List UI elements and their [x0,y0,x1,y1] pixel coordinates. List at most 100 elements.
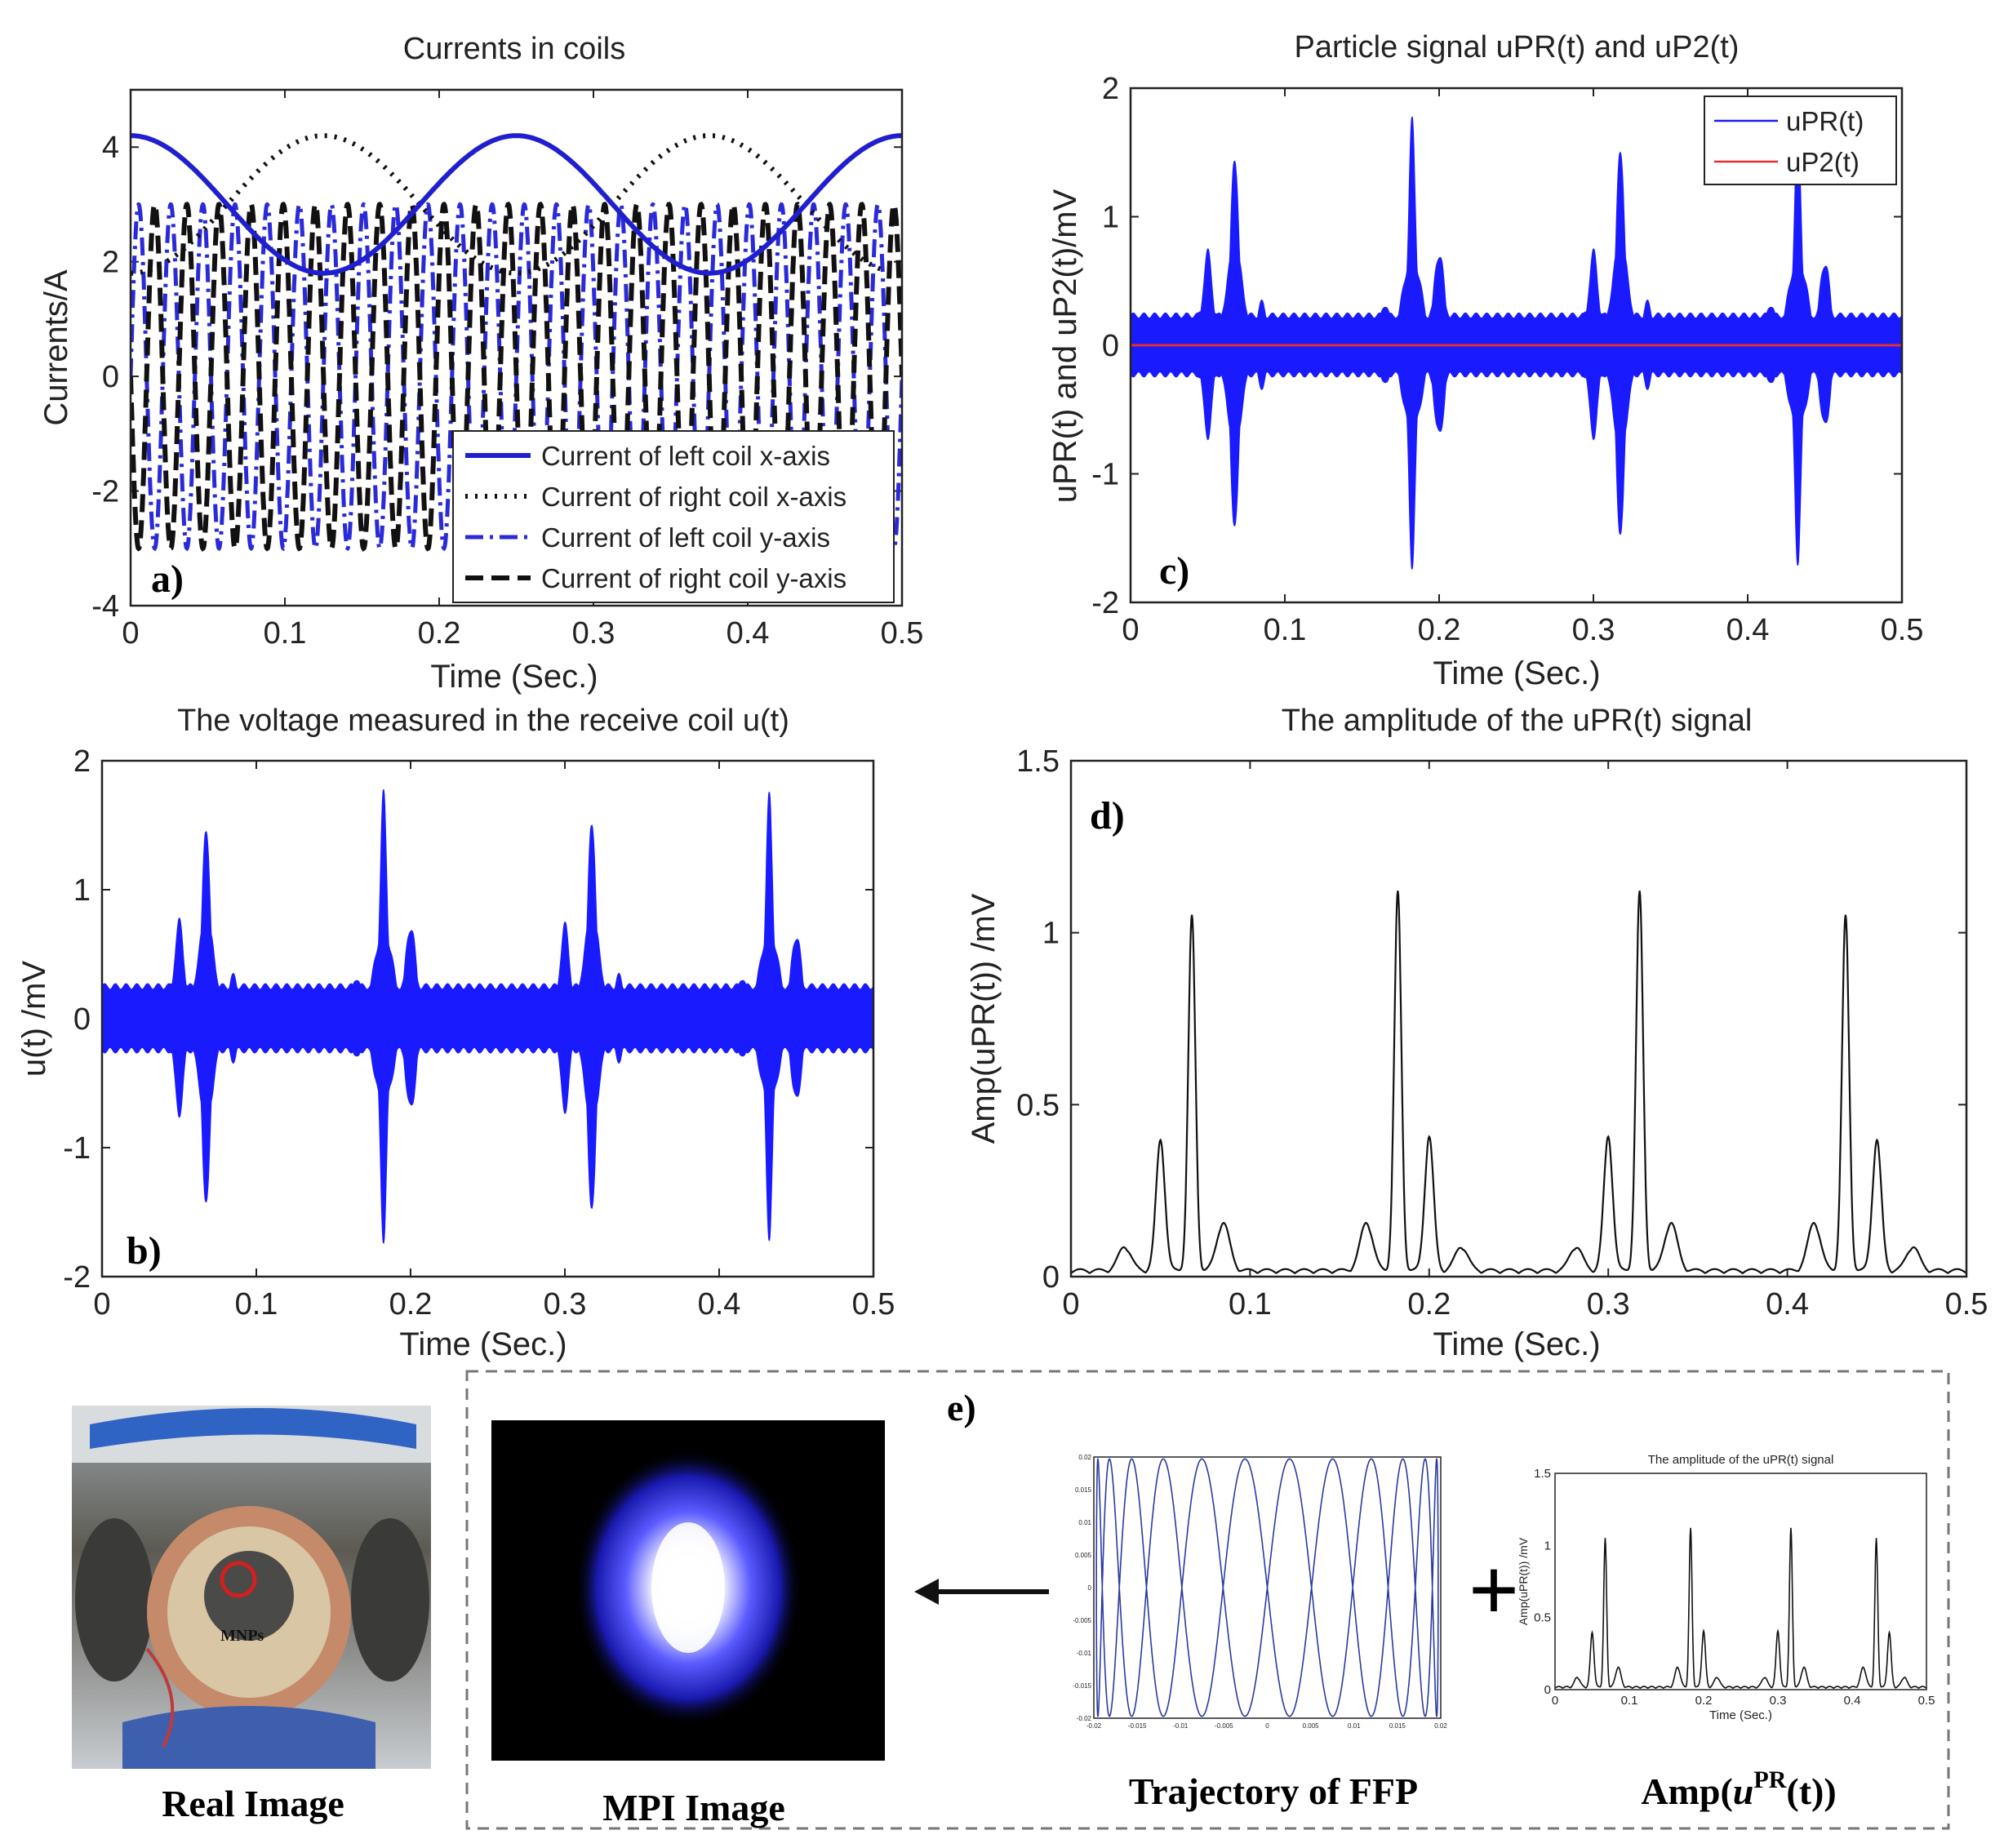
x-tick-label: 0.2 [1418,613,1461,647]
legend: Current of left coil x-axis Current of ri… [452,430,895,603]
y-tick-label: 0 [73,1002,91,1037]
mini-frame [1554,1473,1927,1690]
x-tick-label: 0.4 [698,1287,741,1322]
y-tick-label: -1 [63,1131,91,1166]
plot-frame [1069,759,1968,1278]
mini-x-tick-label: 0.5 [1918,1694,1935,1708]
mini-x-tick-label: 0.1 [1621,1694,1638,1708]
mini-x-tick-label: 0.2 [1695,1694,1713,1708]
arrow-left-icon [914,1579,1049,1605]
x-tick-label: 0.1 [1229,1287,1272,1322]
x-tick-label: 0.4 [1726,613,1770,647]
mini-y-tick-label: 0 [1544,1683,1551,1697]
trajectory-y-tick-label: 0.02 [1078,1454,1091,1461]
mini-y-tick-label: 1 [1544,1539,1551,1553]
y-tick-label: 0 [102,360,119,394]
mini-y-tick-label: 1.5 [1534,1467,1551,1481]
y-tick-label: 0.5 [1016,1088,1060,1122]
legend-entry: uPR(t) [1786,106,1864,136]
y-tick-label: 2 [102,246,119,280]
x-tick-label: 0.5 [1945,1287,1988,1322]
real-image-caption: Real Image [162,1783,344,1824]
chart-a: 0 0.1 0.2 0.3 0.4 0.5 -4 -2 0 2 4 Currents in coils… [38,32,923,695]
signal-fill [101,789,874,1244]
y-axis-label: Currents/A [38,269,74,425]
trajectory-y-tick-label: -0.01 [1077,1650,1092,1657]
x-tick-label: 0.1 [1264,613,1307,647]
mpi-image [491,1420,885,1761]
trajectory-x-tick-label: 0.01 [1348,1722,1361,1730]
y-tick-label: 1 [1102,201,1119,235]
legend-entry: Current of right coil y-axis [541,563,846,593]
x-tick-label: 0.3 [1572,613,1615,647]
y-tick-label: 1.5 [1016,744,1060,779]
mini-x-tick-label: 0.3 [1770,1694,1787,1708]
ffp-trajectory-line [1095,1458,1439,1717]
legend-entry: Current of left coil y-axis [541,522,830,553]
x-tick-label: 0.5 [852,1287,895,1322]
y-axis-label: Amp(uPR(t)) /mV [966,893,1002,1144]
trajectory-y-tick-label: 0.015 [1075,1486,1092,1494]
x-tick-label: 0 [122,616,139,651]
y-tick-label: 2 [73,744,91,779]
mini-x-tick-label: 0.4 [1844,1694,1861,1708]
x-tick-label: 0.3 [572,616,615,651]
legend: uPR(t) uP2(t) [1704,96,1897,185]
trajectory-x-tick-label: 0.02 [1434,1722,1447,1730]
mini-x-axis-label: Time (Sec.) [1709,1708,1772,1722]
series-line-dashed [131,201,902,552]
panel-e-label: e) [947,1387,976,1428]
chart-d: 0 0.1 0.2 0.3 0.4 0.5 0 0.5 1 1.5 The amplitude of… [966,704,1988,1362]
y-axis-label: uPR(t) and uP2(t)/mV [1047,189,1083,503]
real-image-photo: MNPs [72,1406,431,1769]
panel-label: d) [1090,794,1125,837]
trajectory-y-tick-label: 0.005 [1075,1552,1092,1559]
y-tick-label: 0 [1102,329,1119,363]
x-axis-label: Time (Sec.) [399,1326,567,1362]
x-tick-label: 0.3 [544,1287,587,1322]
y-tick-label: -4 [91,589,119,624]
y-tick-label: 4 [102,131,119,165]
trajectory-x-tick-label: -0.005 [1215,1722,1233,1730]
x-tick-label: 0.5 [881,616,924,651]
trajectory-y-tick-label: -0.005 [1073,1617,1091,1624]
y-tick-label: -1 [1091,458,1119,492]
x-tick-label: 0.4 [1766,1287,1809,1322]
y-axis-label: u(t) /mV [16,961,52,1077]
plot-frame [129,88,904,607]
trajectory-y-tick-label: -0.02 [1077,1715,1092,1722]
trajectory-x-tick-label: -0.01 [1173,1722,1189,1730]
x-tick-label: 0.2 [1407,1287,1451,1322]
x-tick-label: 0.2 [389,1287,433,1322]
mini-y-tick-label: 0.5 [1534,1611,1551,1625]
trajectory-x-tick-label: -0.015 [1128,1722,1147,1730]
series-line-dotted [131,133,902,276]
y-tick-label: -2 [63,1260,91,1295]
x-tick-label: 0.5 [1881,613,1924,647]
x-tick-label: 0.1 [235,1287,278,1322]
mini-y-axis-label: Amp(uPR(t)) /mV [1517,1537,1530,1625]
mini-x-tick-label: 0 [1552,1694,1558,1708]
mpi-image-caption: MPI Image [602,1787,785,1828]
trajectory-x-tick-label: -0.02 [1086,1722,1102,1730]
x-axis-label: Time (Sec.) [1433,655,1600,691]
amp-caption: Amp(uPR(t)) [1641,1766,1836,1812]
series-line-amp [1070,891,1967,1275]
panel-label: c) [1159,549,1189,593]
legend-entry: uP2(t) [1786,147,1860,177]
trajectory-plot: -0.02 -0.015 -0.01 -0.005 0 0.005 0.01 0.015 0.0… [1073,1454,1447,1730]
x-tick-label: 0 [1062,1287,1079,1322]
chart-c: 0 0.1 0.2 0.3 0.4 0.5 -2 -1 0 1 2 Particle signal u… [1047,30,1923,691]
x-tick-label: 0 [1122,613,1139,647]
chart-title: Particle signal uPR(t) and uP2(t) [1295,30,1740,64]
trajectory-y-tick-label: -0.015 [1073,1682,1091,1690]
y-tick-label: 2 [1102,72,1119,106]
x-tick-label: 0 [93,1287,110,1322]
trajectory-caption: Trajectory of FFP [1129,1770,1418,1812]
y-tick-label: -2 [1091,586,1119,620]
mini-title: The amplitude of the uPR(t) signal [1648,1453,1834,1467]
trajectory-y-tick-label: 0 [1088,1584,1092,1592]
y-tick-label: 1 [1042,917,1060,951]
plot-frame [100,759,875,1278]
